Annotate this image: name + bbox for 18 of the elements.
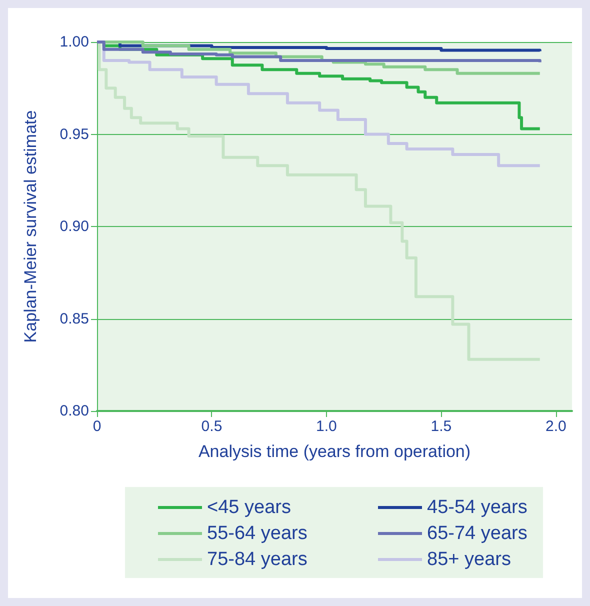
y-axis-title: Kaplan-Meier survival estimate	[21, 110, 40, 343]
x-tick-label: 1.0	[316, 418, 337, 435]
x-tick-label: 0.5	[201, 418, 222, 435]
legend-label: 75-84 years	[207, 549, 308, 570]
x-axis-title: Analysis time (years from operation)	[198, 442, 471, 461]
y-tick-label: 0.85	[60, 310, 89, 328]
y-tick-label: 1.00	[60, 34, 89, 50]
legend-label: <45 years	[207, 497, 291, 518]
x-tick-label: 2.0	[546, 418, 566, 435]
legend-label: 55-64 years	[207, 523, 308, 544]
legend-label: 85+ years	[427, 549, 511, 570]
legend-label: 65-74 years	[427, 523, 528, 544]
y-tick-label: 0.90	[60, 218, 89, 235]
x-tick-label: 0	[92, 418, 102, 435]
legend-label: 45-54 years	[427, 497, 528, 518]
y-tick-label: 0.95	[60, 126, 89, 143]
y-tick-label: 0.80	[60, 402, 89, 420]
x-tick-label: 1.5	[430, 418, 452, 435]
